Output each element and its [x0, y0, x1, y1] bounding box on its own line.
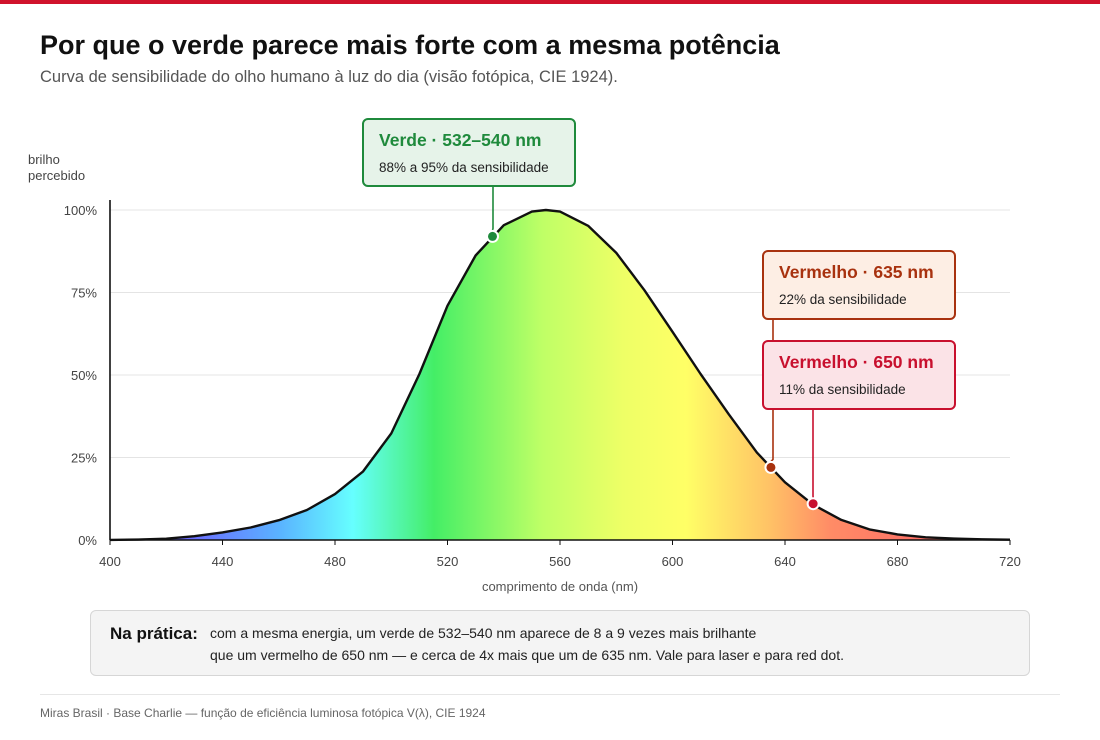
- y-tick-label: 100%: [64, 203, 98, 218]
- leader-line-verde: [491, 187, 494, 231]
- y-tick-label: 75%: [71, 286, 97, 301]
- y-tick-label: 0%: [78, 533, 97, 548]
- accent-bar: [0, 0, 1100, 4]
- sensitivity-curve: [109, 208, 1011, 542]
- x-tick-label: 680: [887, 554, 909, 569]
- page-title: Por que o verde parece mais forte com a …: [40, 30, 780, 60]
- sensitivity-chart: 0% 25% 50% 75% 100% 400 440 480 520 560 600 640 680 7…: [28, 152, 1021, 594]
- footer-divider: [40, 694, 1060, 695]
- page-subtitle: Curva de sensibilidade do olho humano à …: [40, 68, 618, 86]
- x-tick-label: 560: [549, 554, 571, 569]
- spectrum-area: [110, 210, 1010, 540]
- callout-red-635: Vermelho · 635 nm 22% da sensibilidade: [762, 250, 956, 320]
- marker-verm650: [806, 497, 820, 511]
- note-text: com a mesma energia, um verde de 532–540…: [210, 622, 844, 666]
- practice-note: Na prática: com a mesma energia, um verd…: [90, 610, 1030, 676]
- x-tick-label: 640: [774, 554, 796, 569]
- y-axis-label-line2: percebido: [28, 168, 85, 183]
- x-tick-label: 440: [212, 554, 234, 569]
- note-label: Na prática:: [110, 624, 198, 643]
- note-line-1: com a mesma energia, um verde de 532–540…: [210, 625, 757, 641]
- x-tick-label: 400: [99, 554, 121, 569]
- marker-verm635: [764, 460, 778, 474]
- callout-green: Verde · 532–540 nm 88% a 95% da sensibil…: [362, 118, 576, 187]
- x-tick-label: 720: [999, 554, 1021, 569]
- callout-red-635-text: 22% da sensibilidade: [779, 292, 907, 307]
- callout-red-650-text: 11% da sensibilidade: [779, 382, 906, 397]
- note-line-2: que um vermelho de 650 nm — e cerca de 4…: [210, 647, 844, 663]
- x-axis-label: comprimento de onda (nm): [482, 579, 638, 594]
- y-tick-label: 50%: [71, 368, 97, 383]
- source-footer: Miras Brasil · Base Charlie — função de …: [40, 706, 486, 720]
- callout-red-650: Vermelho · 650 nm 11% da sensibilidade: [762, 340, 956, 410]
- callout-red-635-title: Vermelho · 635 nm: [779, 262, 934, 282]
- x-tick-label: 520: [437, 554, 459, 569]
- callout-green-title: Verde · 532–540 nm: [379, 130, 542, 150]
- x-tick-label: 480: [324, 554, 346, 569]
- callout-green-text: 88% a 95% da sensibilidade: [379, 160, 549, 175]
- y-tick-label: 25%: [71, 451, 97, 466]
- x-tick-label: 600: [662, 554, 684, 569]
- marker-verde: [486, 229, 499, 243]
- y-axis-label-line1: brilho: [28, 152, 60, 167]
- callout-red-650-title: Vermelho · 650 nm: [779, 352, 934, 372]
